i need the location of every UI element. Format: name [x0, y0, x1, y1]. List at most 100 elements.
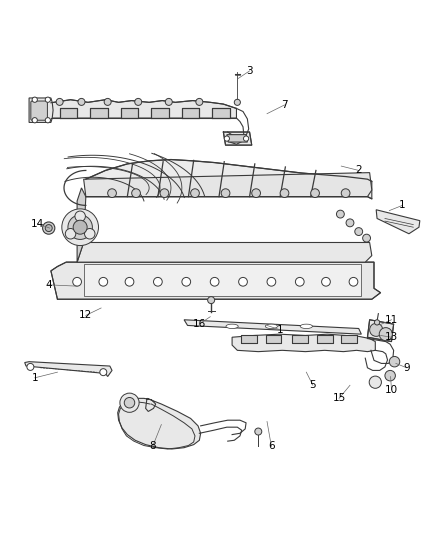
Circle shape	[379, 328, 392, 341]
Circle shape	[221, 189, 230, 198]
Ellipse shape	[265, 324, 278, 328]
Circle shape	[45, 97, 50, 102]
Polygon shape	[232, 334, 375, 352]
Text: 6: 6	[268, 441, 275, 451]
Polygon shape	[241, 335, 257, 343]
Polygon shape	[376, 210, 420, 234]
Circle shape	[280, 189, 289, 198]
Circle shape	[120, 393, 139, 413]
Polygon shape	[51, 100, 237, 118]
Polygon shape	[317, 335, 332, 343]
Circle shape	[355, 228, 363, 236]
Circle shape	[369, 376, 381, 389]
Circle shape	[124, 398, 135, 408]
Circle shape	[210, 277, 219, 286]
Text: 2: 2	[355, 165, 362, 175]
Circle shape	[374, 320, 380, 325]
Text: 12: 12	[79, 310, 92, 320]
Polygon shape	[77, 243, 372, 262]
Ellipse shape	[300, 324, 312, 328]
Circle shape	[191, 189, 199, 198]
Text: 4: 4	[46, 280, 52, 290]
Circle shape	[104, 99, 111, 106]
FancyBboxPatch shape	[31, 101, 47, 120]
Polygon shape	[51, 262, 381, 299]
Circle shape	[45, 224, 52, 231]
Polygon shape	[90, 108, 108, 118]
Circle shape	[73, 277, 81, 286]
Circle shape	[125, 277, 134, 286]
Text: 1: 1	[277, 325, 283, 335]
Circle shape	[68, 215, 92, 239]
Ellipse shape	[226, 324, 238, 328]
Circle shape	[85, 229, 95, 239]
Circle shape	[311, 189, 319, 198]
Circle shape	[56, 99, 63, 106]
Circle shape	[341, 189, 350, 198]
Circle shape	[32, 118, 37, 123]
Text: 14: 14	[31, 219, 44, 229]
Text: 3: 3	[246, 66, 253, 76]
Circle shape	[27, 364, 34, 370]
Text: 7: 7	[281, 100, 288, 110]
Circle shape	[196, 99, 203, 106]
Circle shape	[349, 277, 358, 286]
Text: 16: 16	[193, 319, 206, 329]
Circle shape	[42, 222, 55, 234]
Text: 10: 10	[385, 385, 398, 394]
Text: 15: 15	[332, 393, 346, 403]
Text: 9: 9	[403, 363, 410, 373]
Polygon shape	[341, 335, 357, 343]
Circle shape	[78, 99, 85, 106]
Circle shape	[239, 277, 247, 286]
Circle shape	[75, 211, 85, 222]
Circle shape	[363, 234, 371, 242]
Circle shape	[62, 209, 99, 246]
Circle shape	[346, 219, 354, 227]
Circle shape	[295, 277, 304, 286]
Text: 8: 8	[149, 441, 156, 451]
Polygon shape	[84, 173, 372, 197]
Circle shape	[385, 370, 396, 381]
Circle shape	[389, 357, 400, 367]
Polygon shape	[29, 98, 53, 123]
Polygon shape	[151, 108, 169, 118]
Polygon shape	[84, 264, 361, 296]
Circle shape	[255, 428, 262, 435]
Polygon shape	[77, 188, 86, 262]
Circle shape	[370, 323, 383, 336]
Circle shape	[252, 189, 261, 198]
Polygon shape	[121, 108, 138, 118]
Polygon shape	[86, 159, 372, 199]
Polygon shape	[212, 108, 230, 118]
Circle shape	[100, 369, 107, 376]
Circle shape	[99, 277, 108, 286]
Circle shape	[32, 97, 37, 102]
Polygon shape	[60, 108, 77, 118]
Polygon shape	[25, 362, 112, 376]
Polygon shape	[367, 320, 394, 342]
Polygon shape	[118, 398, 201, 449]
Circle shape	[267, 277, 276, 286]
Circle shape	[208, 297, 215, 304]
Polygon shape	[184, 320, 361, 334]
Circle shape	[234, 99, 240, 106]
Polygon shape	[227, 135, 247, 142]
Circle shape	[132, 189, 141, 198]
Polygon shape	[292, 335, 307, 343]
Circle shape	[336, 210, 344, 218]
Circle shape	[182, 277, 191, 286]
Polygon shape	[223, 132, 252, 145]
Circle shape	[108, 189, 117, 198]
Text: 1: 1	[399, 200, 406, 211]
Circle shape	[153, 277, 162, 286]
Text: 13: 13	[385, 332, 398, 342]
Polygon shape	[266, 335, 282, 343]
Circle shape	[135, 99, 142, 106]
Circle shape	[73, 220, 87, 234]
Circle shape	[45, 118, 50, 123]
Text: 1: 1	[32, 373, 38, 383]
Circle shape	[244, 136, 249, 141]
Circle shape	[321, 277, 330, 286]
Circle shape	[160, 189, 169, 198]
